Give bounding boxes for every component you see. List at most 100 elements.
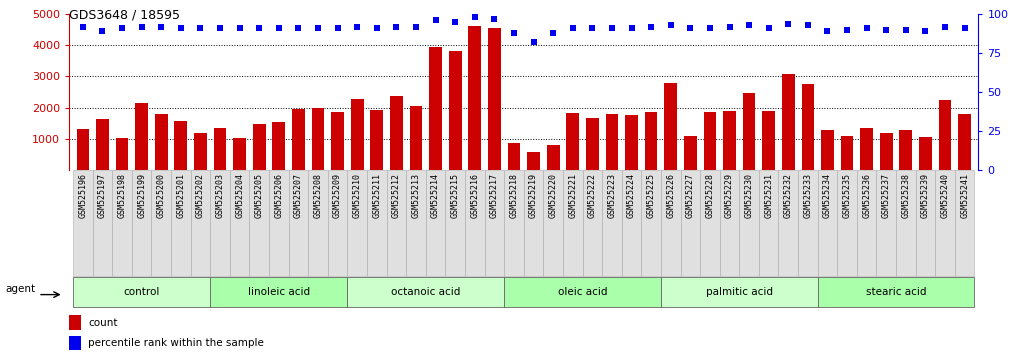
- Bar: [586, 118, 599, 170]
- Text: count: count: [88, 318, 118, 328]
- Text: GSM525225: GSM525225: [647, 173, 656, 218]
- Text: GSM525223: GSM525223: [607, 173, 616, 218]
- Bar: [782, 74, 794, 170]
- Bar: [190, 170, 211, 276]
- Bar: [289, 170, 308, 276]
- Text: GSM525238: GSM525238: [901, 173, 910, 218]
- Bar: [680, 170, 700, 276]
- Bar: [625, 115, 638, 170]
- Bar: [841, 136, 853, 170]
- FancyBboxPatch shape: [818, 277, 974, 307]
- Bar: [292, 109, 305, 170]
- Bar: [112, 170, 132, 276]
- Bar: [426, 170, 445, 276]
- Bar: [860, 127, 873, 170]
- Text: GDS3648 / 18595: GDS3648 / 18595: [69, 9, 180, 22]
- Bar: [645, 112, 657, 170]
- Bar: [821, 130, 834, 170]
- Text: GSM525232: GSM525232: [784, 173, 793, 218]
- Bar: [661, 170, 680, 276]
- FancyBboxPatch shape: [211, 277, 348, 307]
- Bar: [958, 114, 971, 170]
- FancyBboxPatch shape: [348, 277, 504, 307]
- Bar: [583, 170, 602, 276]
- Bar: [386, 170, 406, 276]
- Bar: [214, 128, 227, 170]
- Bar: [351, 99, 363, 170]
- Bar: [194, 133, 206, 170]
- Text: GSM525207: GSM525207: [294, 173, 303, 218]
- Text: GSM525208: GSM525208: [313, 173, 322, 218]
- Bar: [469, 26, 481, 170]
- Bar: [939, 100, 952, 170]
- Bar: [955, 170, 974, 276]
- Bar: [93, 170, 112, 276]
- Bar: [919, 137, 932, 170]
- Bar: [563, 170, 583, 276]
- Text: GSM525202: GSM525202: [196, 173, 205, 218]
- Bar: [899, 130, 912, 170]
- Text: GSM525199: GSM525199: [137, 173, 146, 218]
- Bar: [763, 111, 775, 170]
- Bar: [742, 93, 756, 170]
- Bar: [410, 106, 422, 170]
- Text: GSM525220: GSM525220: [548, 173, 557, 218]
- Bar: [723, 111, 736, 170]
- Bar: [566, 113, 579, 170]
- Bar: [684, 136, 697, 170]
- Text: GSM525196: GSM525196: [78, 173, 87, 218]
- Text: control: control: [123, 287, 160, 297]
- Text: GSM525235: GSM525235: [842, 173, 851, 218]
- Text: GSM525234: GSM525234: [823, 173, 832, 218]
- Bar: [73, 170, 93, 276]
- Text: GSM525216: GSM525216: [470, 173, 479, 218]
- Bar: [524, 170, 543, 276]
- Bar: [311, 108, 324, 170]
- Text: GSM525204: GSM525204: [235, 173, 244, 218]
- Bar: [429, 47, 442, 170]
- Text: palmitic acid: palmitic acid: [706, 287, 773, 297]
- Text: GSM525229: GSM525229: [725, 173, 734, 218]
- Text: GSM525197: GSM525197: [98, 173, 107, 218]
- Text: GSM525203: GSM525203: [216, 173, 225, 218]
- Bar: [837, 170, 857, 276]
- Bar: [527, 153, 540, 170]
- Bar: [270, 170, 289, 276]
- Text: GSM525217: GSM525217: [490, 173, 499, 218]
- Text: GSM525239: GSM525239: [921, 173, 930, 218]
- Text: GSM525230: GSM525230: [744, 173, 754, 218]
- Bar: [69, 336, 81, 350]
- Bar: [273, 122, 285, 170]
- Bar: [602, 170, 621, 276]
- Bar: [152, 170, 171, 276]
- Text: agent: agent: [5, 284, 36, 294]
- Bar: [171, 170, 190, 276]
- Bar: [465, 170, 484, 276]
- FancyBboxPatch shape: [73, 277, 211, 307]
- Bar: [621, 170, 642, 276]
- Bar: [211, 170, 230, 276]
- FancyBboxPatch shape: [504, 277, 661, 307]
- Text: GSM525201: GSM525201: [176, 173, 185, 218]
- Bar: [445, 170, 465, 276]
- Bar: [233, 137, 246, 170]
- Bar: [798, 170, 818, 276]
- FancyBboxPatch shape: [661, 277, 818, 307]
- Bar: [642, 170, 661, 276]
- Bar: [448, 51, 462, 170]
- Text: GSM525228: GSM525228: [706, 173, 714, 218]
- Text: GSM525227: GSM525227: [685, 173, 695, 218]
- Bar: [504, 170, 524, 276]
- Bar: [69, 315, 81, 330]
- Bar: [547, 145, 559, 170]
- Bar: [664, 83, 677, 170]
- Text: GSM525211: GSM525211: [372, 173, 381, 218]
- Text: GSM525214: GSM525214: [431, 173, 440, 218]
- Bar: [543, 170, 563, 276]
- Bar: [327, 170, 348, 276]
- Text: GSM525221: GSM525221: [569, 173, 578, 218]
- Bar: [877, 170, 896, 276]
- Bar: [488, 28, 500, 170]
- Bar: [391, 96, 403, 170]
- Text: GSM525213: GSM525213: [412, 173, 420, 218]
